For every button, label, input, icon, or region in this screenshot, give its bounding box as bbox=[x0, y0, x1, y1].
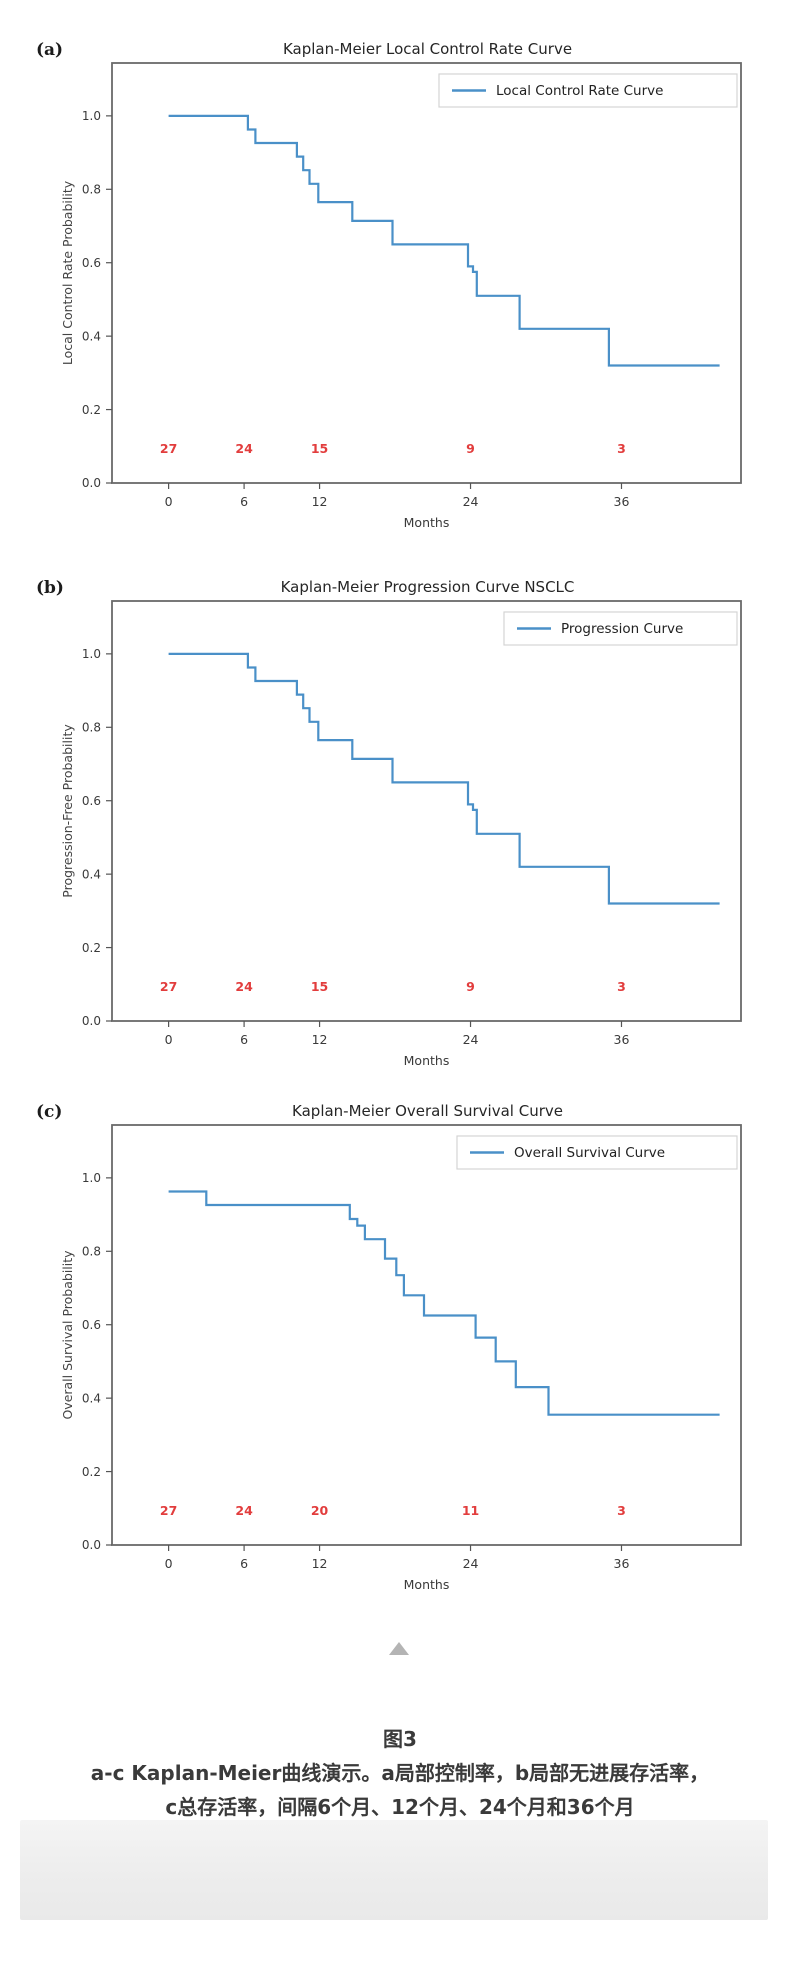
panel-label-a: (a) bbox=[36, 40, 64, 60]
y-axis-label: Progression-Free Probability bbox=[60, 724, 75, 898]
x-tick-label: 12 bbox=[312, 494, 328, 509]
km-curve bbox=[168, 114, 720, 367]
km-curve bbox=[168, 652, 720, 905]
y-tick-label: 0.4 bbox=[82, 1391, 101, 1405]
plot-frame bbox=[111, 1124, 742, 1546]
at-risk-count: 24 bbox=[235, 441, 253, 456]
at-risk-count: 9 bbox=[466, 441, 475, 456]
y-tick-label: 0.2 bbox=[82, 1465, 101, 1479]
y-tick-label: 0.6 bbox=[82, 256, 101, 270]
chart-title-b: Kaplan-Meier Progression Curve NSCLC bbox=[280, 578, 575, 596]
y-tick-label: 0.6 bbox=[82, 794, 101, 808]
km-chart-c: 0.0 0.2 0.4 0.6 0.8 1.0 0 6 12 24 36 Months Overall … bbox=[60, 1124, 742, 1592]
at-risk-count: 3 bbox=[617, 441, 626, 456]
x-tick-label: 0 bbox=[165, 494, 173, 509]
scroll-to-top-icon[interactable] bbox=[389, 1642, 409, 1655]
figure-caption: 图3 a-c Kaplan-Meier曲线演示。a局部控制率，b局部无进展存活率… bbox=[0, 1722, 800, 1824]
y-tick-label: 1.0 bbox=[82, 109, 101, 123]
x-axis-label: Months bbox=[404, 1053, 450, 1068]
legend-label: Overall Survival Curve bbox=[514, 1145, 665, 1161]
figure-caption-line2: c总存活率，间隔6个月、12个月、24个月和36个月 bbox=[165, 1795, 635, 1819]
at-risk-count: 9 bbox=[466, 979, 475, 994]
y-tick-label: 0.8 bbox=[82, 1244, 101, 1258]
legend-label: Progression Curve bbox=[561, 621, 683, 637]
y-tick-label: 1.0 bbox=[82, 647, 101, 661]
y-tick-label: 0.0 bbox=[82, 1538, 101, 1552]
y-tick-label: 0.8 bbox=[82, 182, 101, 196]
x-tick-label: 6 bbox=[240, 494, 248, 509]
km-figure-b: (b) Kaplan-Meier Progression Curve NSCLC… bbox=[0, 578, 800, 1083]
y-tick-label: 0.0 bbox=[82, 1014, 101, 1028]
footer-panel bbox=[20, 1820, 768, 1920]
y-tick-label: 0.2 bbox=[82, 941, 101, 955]
km-curve bbox=[168, 1190, 720, 1416]
km-figure-a: (a) Kaplan-Meier Local Control Rate Curv… bbox=[0, 40, 800, 545]
at-risk-count: 27 bbox=[160, 441, 177, 456]
at-risk-count: 27 bbox=[160, 1503, 177, 1518]
panel-label-b: (b) bbox=[36, 578, 64, 598]
y-tick-label: 0.4 bbox=[82, 867, 101, 881]
x-axis-label: Months bbox=[404, 1577, 450, 1592]
x-axis-label: Months bbox=[404, 515, 450, 530]
plot-frame bbox=[111, 600, 742, 1022]
legend-label: Local Control Rate Curve bbox=[496, 83, 663, 99]
y-tick-label: 0.2 bbox=[82, 403, 101, 417]
figure-caption-label: 图3 bbox=[383, 1727, 417, 1751]
chart-title-a: Kaplan-Meier Local Control Rate Curve bbox=[282, 40, 573, 58]
at-risk-count: 20 bbox=[311, 1503, 329, 1518]
at-risk-count: 27 bbox=[160, 979, 177, 994]
at-risk-count: 15 bbox=[311, 441, 328, 456]
x-tick-label: 36 bbox=[614, 1032, 630, 1047]
x-tick-label: 12 bbox=[312, 1032, 328, 1047]
x-tick-label: 36 bbox=[614, 494, 630, 509]
x-tick-label: 0 bbox=[165, 1556, 173, 1571]
x-tick-label: 36 bbox=[614, 1556, 630, 1571]
at-risk-count: 3 bbox=[617, 979, 626, 994]
y-tick-label: 0.8 bbox=[82, 720, 101, 734]
km-chart-a: 0.0 0.2 0.4 0.6 0.8 1.0 0 6 12 24 36 Months Local Co… bbox=[60, 62, 742, 530]
y-tick-label: 0.0 bbox=[82, 476, 101, 490]
y-tick-label: 0.6 bbox=[82, 1318, 101, 1332]
at-risk-count: 3 bbox=[617, 1503, 626, 1518]
at-risk-count: 24 bbox=[235, 1503, 253, 1518]
y-axis-label: Overall Survival Probability bbox=[60, 1250, 75, 1420]
x-tick-label: 6 bbox=[240, 1556, 248, 1571]
y-tick-label: 1.0 bbox=[82, 1171, 101, 1185]
km-figure-c: (c) Kaplan-Meier Overall Survival Curve … bbox=[0, 1102, 800, 1607]
x-tick-label: 0 bbox=[165, 1032, 173, 1047]
x-tick-label: 12 bbox=[312, 1556, 328, 1571]
y-axis-label: Local Control Rate Probability bbox=[60, 180, 75, 365]
chart-title-c: Kaplan-Meier Overall Survival Curve bbox=[292, 1102, 563, 1120]
panel-label-c: (c) bbox=[36, 1102, 63, 1122]
x-tick-label: 24 bbox=[463, 1556, 479, 1571]
plot-frame bbox=[111, 62, 742, 484]
figure-caption-line1: a-c Kaplan-Meier曲线演示。a局部控制率，b局部无进展存活率， bbox=[90, 1761, 710, 1785]
km-chart-b: 0.0 0.2 0.4 0.6 0.8 1.0 0 6 12 24 36 Months Progress… bbox=[60, 600, 742, 1068]
at-risk-count: 15 bbox=[311, 979, 328, 994]
at-risk-count: 24 bbox=[235, 979, 253, 994]
y-tick-label: 0.4 bbox=[82, 329, 101, 343]
x-tick-label: 24 bbox=[463, 1032, 479, 1047]
x-tick-label: 6 bbox=[240, 1032, 248, 1047]
legend-box bbox=[438, 73, 738, 108]
at-risk-count: 11 bbox=[462, 1503, 479, 1518]
x-tick-label: 24 bbox=[463, 494, 479, 509]
